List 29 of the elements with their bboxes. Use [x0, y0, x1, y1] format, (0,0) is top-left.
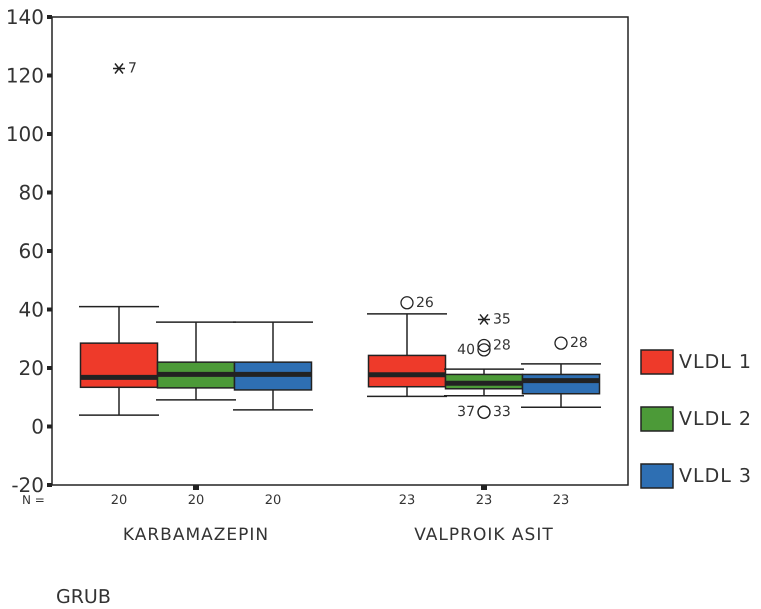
x-tick-label: KARBAMAZEPIN: [122, 525, 270, 545]
text: 23: [398, 493, 416, 508]
y-tick-label: 60: [18, 239, 44, 263]
annotation: 26: [416, 294, 434, 311]
annotation: 37: [457, 404, 475, 420]
y-tick-label: 140: [6, 5, 44, 29]
y-tick-label: 120: [6, 64, 44, 88]
legend-label: VLDL 1: [679, 351, 752, 373]
y-tick-label: 100: [6, 122, 44, 146]
y-tick-label: 80: [18, 180, 44, 204]
y-tick-label: 40: [18, 298, 44, 322]
legend-label: VLDL 2: [679, 408, 752, 430]
text: 23: [552, 493, 570, 508]
legend-label: VLDL 3: [679, 465, 752, 487]
x-axis-title: GRUB: [56, 586, 111, 608]
annotation: 35: [493, 311, 511, 328]
y-tick-label: 20: [18, 356, 44, 380]
annotation: 40: [457, 342, 475, 358]
annotation: 33: [493, 404, 511, 420]
annotation: 28: [493, 337, 511, 354]
text: 20: [264, 493, 282, 508]
text: 20: [188, 493, 204, 508]
annotation: 28: [570, 335, 588, 352]
x-tick-label: VALPROIK ASIT: [414, 525, 554, 545]
y-tick-label: 0: [31, 414, 44, 438]
annotation: 7: [128, 60, 137, 76]
text: 20: [110, 493, 128, 508]
text: 23: [476, 493, 492, 508]
text: N =: [22, 493, 45, 507]
